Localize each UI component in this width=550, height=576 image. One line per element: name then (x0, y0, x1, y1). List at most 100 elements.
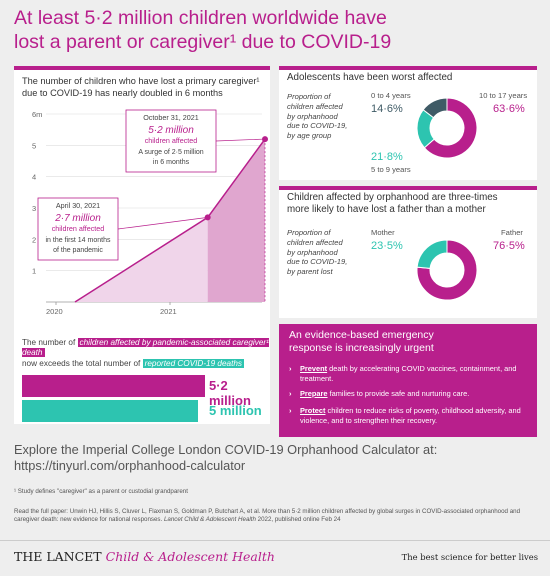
parent-note-line: Proportion of (287, 228, 331, 237)
comparison-tag-deaths: reported COVID-19 deaths (142, 359, 245, 368)
area-fill-surge (207, 139, 265, 302)
y-tick-label: 2 (32, 235, 36, 244)
parent-heading-line-2: more likely to have lost a father than a… (287, 204, 486, 215)
y-axis-ticks: 6m 5 4 3 2 1 (32, 110, 42, 276)
annotation-text: October 31, 2021 (143, 113, 199, 122)
annotation-leader (117, 217, 208, 230)
annotation-leader (215, 138, 266, 142)
age-pct-0-4: 14·6% (371, 103, 403, 115)
parent-pct-mother: 23·5% (371, 240, 403, 252)
x-tick-label: 2020 (46, 307, 63, 316)
donut-slice (423, 97, 478, 159)
y-tick-label: 5 (32, 141, 36, 150)
evidence-item-prepare: › Prepare families to provide safe and nu… (289, 389, 529, 399)
data-point (204, 214, 211, 221)
evidence-item-prevent: › Prevent death by accelerating COVID vac… (289, 364, 529, 383)
citation-tail: 2022, published online Feb 24 (255, 516, 341, 523)
evidence-title-line-1: An evidence-based emergency (289, 329, 434, 341)
annotation-text: 5·2 million (148, 125, 194, 136)
title-line-1: At least 5·2 million children worldwide … (14, 7, 387, 29)
annotation-text: A surge of 2·5 million (138, 149, 203, 156)
y-tick-label: 4 (32, 173, 36, 182)
age-label-0-4: 0 to 4 years (371, 91, 411, 100)
age-note: Proportion of children affected by orpha… (287, 92, 367, 141)
calculator-link[interactable]: https://tinyurl.com/orphanhood-calculato… (14, 458, 246, 473)
slogan: The best science for better lives (401, 552, 538, 562)
age-heading: Adolescents have been worst affected (287, 72, 453, 83)
age-note-line: Proportion of (287, 92, 331, 101)
parent-pct-father: 76·5% (493, 240, 525, 252)
chevron-right-icon: › (289, 364, 292, 373)
donut-slice (422, 97, 448, 119)
comparison-text: The number of children affected by pande… (22, 338, 270, 369)
age-note-line: children affected (287, 101, 343, 111)
parent-note-line: by orphanhood (287, 247, 338, 257)
bar-label-caregiver: 5·2 million (209, 378, 251, 408)
evidence-rest: families to provide safe and nurturing c… (327, 389, 470, 398)
evidence-item-protect: › Protect children to reduce risks of pov… (289, 406, 529, 425)
journal-name: Child & Adolescent Health (105, 549, 275, 564)
y-tick-label: 1 (32, 267, 36, 276)
journal-logo: THE LANCET Child & Adolescent Health (14, 549, 275, 564)
area-chart: 6m 5 4 3 2 1 2020 2021 April 30, 2021 2·7 milli… (32, 109, 268, 316)
parent-donut-chart (416, 239, 478, 301)
citation: Read the full paper: Unwin HJ, Hillis S,… (14, 508, 534, 524)
y-tick-label: 6m (32, 110, 42, 119)
bar-caregiver-deaths (22, 375, 205, 397)
parent-heading: Children affected by orphanhood are thre… (287, 192, 531, 216)
donut-slice (416, 239, 478, 301)
parent-note-line: by parent lost (287, 267, 333, 277)
chart-panel: The number of children who have lost a p… (14, 66, 270, 424)
comparison-line2-pre: now exceeds the total number of (22, 359, 141, 368)
annotation-frame (37, 197, 119, 261)
donut-slice (416, 239, 448, 269)
annotation-text: children affected (145, 136, 198, 145)
age-donut-chart (416, 97, 478, 159)
age-note-line: by age group (287, 131, 332, 141)
annotation-text: in 6 months (153, 159, 190, 166)
chart-area-layer (74, 136, 268, 303)
annotation-text: April 30, 2021 (56, 201, 100, 210)
explore-line-1: Explore the Imperial College London COVI… (14, 442, 438, 457)
annotation-text: 2·7 million (54, 213, 101, 224)
parent-label-father: Father (501, 228, 523, 237)
comparison-line1-pre: The number of (22, 338, 76, 347)
panel-top-rule (14, 66, 270, 70)
bar-covid-deaths (22, 400, 198, 422)
parent-label-mother: Mother (371, 228, 395, 237)
chevron-right-icon: › (289, 406, 292, 415)
annotation-frame (125, 109, 217, 173)
annotation-text: children affected (52, 224, 105, 233)
age-panel: Adolescents have been worst affected Pro… (279, 66, 537, 180)
lancet-wordmark: THE LANCET (14, 549, 102, 564)
evidence-panel: An evidence-based emergency response is … (279, 324, 537, 437)
evidence-verb: Prevent (300, 364, 328, 373)
divider (0, 540, 550, 541)
explore-text: Explore the Imperial College London COVI… (14, 442, 534, 474)
citation-journal: Lancet Child & Adolescent Health (163, 516, 256, 523)
parent-note-line: due to COVID-19, (287, 257, 348, 267)
age-label-5-9: 5 to 9 years (371, 165, 411, 174)
parent-note-line: children affected (287, 237, 343, 247)
annotation-text: in the first 14 months (46, 237, 111, 244)
citation-main: Read the full paper: Unwin HJ, Hillis S,… (14, 508, 521, 523)
evidence-title-line-2: response is increasingly urgent (289, 342, 434, 354)
x-axis-ticks: 2020 2021 (46, 302, 177, 316)
age-note-line: due to COVID-19, (287, 121, 348, 131)
age-note-line: by orphanhood (287, 111, 338, 121)
annotation-text: of the pandemic (53, 247, 103, 254)
x-tick-label: 2021 (160, 307, 177, 316)
page-title: At least 5·2 million children worldwide … (14, 6, 534, 54)
age-pct-10-17: 63·6% (493, 103, 525, 115)
title-line-2: lost a parent or caregiver¹ due to COVID… (14, 31, 392, 53)
parent-panel: Children affected by orphanhood are thre… (279, 186, 537, 318)
parent-heading-line-1: Children affected by orphanhood are thre… (287, 192, 498, 203)
panel-top-rule (279, 66, 537, 70)
evidence-title: An evidence-based emergency response is … (289, 329, 529, 355)
y-tick-label: 3 (32, 204, 36, 213)
parent-note: Proportion of children affected by orpha… (287, 228, 367, 277)
panel-top-rule (279, 186, 537, 190)
